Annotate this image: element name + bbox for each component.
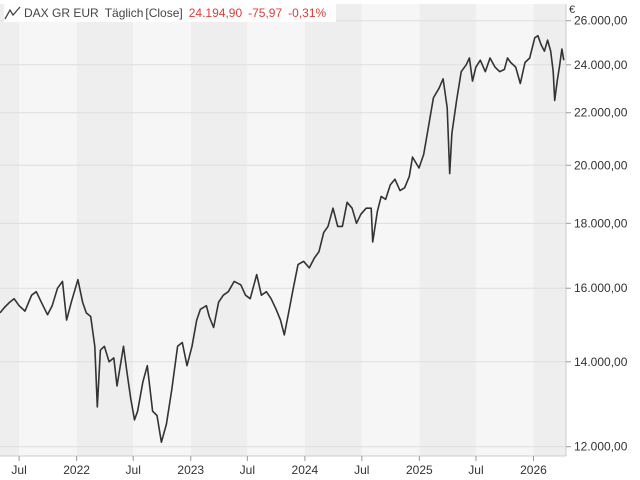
- y-tick-label: 20.000,00: [574, 158, 628, 172]
- x-tick-label: 2023: [177, 463, 204, 477]
- line-chart-icon[interactable]: [4, 6, 22, 20]
- period-band: [361, 4, 420, 456]
- x-tick-label: Jul: [11, 463, 26, 477]
- x-tick-label: Jul: [240, 463, 255, 477]
- period-band: [76, 4, 134, 456]
- y-tick-label: 12.000,00: [574, 440, 628, 454]
- price-line: [0, 34, 565, 443]
- y-tick-label: 26.000,00: [574, 14, 628, 28]
- period-band: [247, 4, 305, 456]
- period-bands: [0, 4, 566, 456]
- x-tick-label: Jul: [468, 463, 483, 477]
- price-type-label[interactable]: [Close]: [145, 6, 183, 20]
- y-tick-label: 14.000,00: [574, 355, 628, 369]
- last-price: 24.194,90: [188, 6, 243, 20]
- period-band: [190, 4, 248, 456]
- x-axis: Jul 2022 Jul 2023 Jul 2024 Jul 2025 Jul 2026: [0, 455, 566, 477]
- period-band: [304, 4, 362, 456]
- y-tick-label: 22.000,00: [574, 106, 628, 120]
- x-tick-label: Jul: [354, 463, 369, 477]
- period-band: [533, 4, 566, 456]
- x-tick-label: 2022: [63, 463, 90, 477]
- x-tick-label: Jul: [126, 463, 141, 477]
- y-tick-label: 24.000,00: [574, 58, 628, 72]
- y-tick-label: 16.000,00: [574, 281, 628, 295]
- x-tick-label: 2026: [520, 463, 547, 477]
- period-band: [475, 4, 534, 456]
- x-tick-label: 2025: [406, 463, 433, 477]
- period-band: [0, 4, 20, 456]
- period-band: [19, 4, 77, 456]
- x-tick-label: 2024: [292, 463, 319, 477]
- chart-header: DAX GR EUR Täglich [Close] 24.194,90 -75…: [4, 4, 337, 22]
- y-axis: 12.000,00 14.000,00 16.000,00 18.000,00 20.0…: [565, 4, 628, 456]
- price-change-percent: -0,31%: [288, 6, 327, 20]
- price-change: -75,97: [248, 6, 283, 20]
- period-band: [419, 4, 476, 456]
- currency-label: €: [569, 4, 576, 16]
- symbol-label: DAX GR EUR: [24, 6, 99, 20]
- frequency-label[interactable]: Täglich: [104, 6, 144, 20]
- y-tick-label: 18.000,00: [574, 216, 628, 230]
